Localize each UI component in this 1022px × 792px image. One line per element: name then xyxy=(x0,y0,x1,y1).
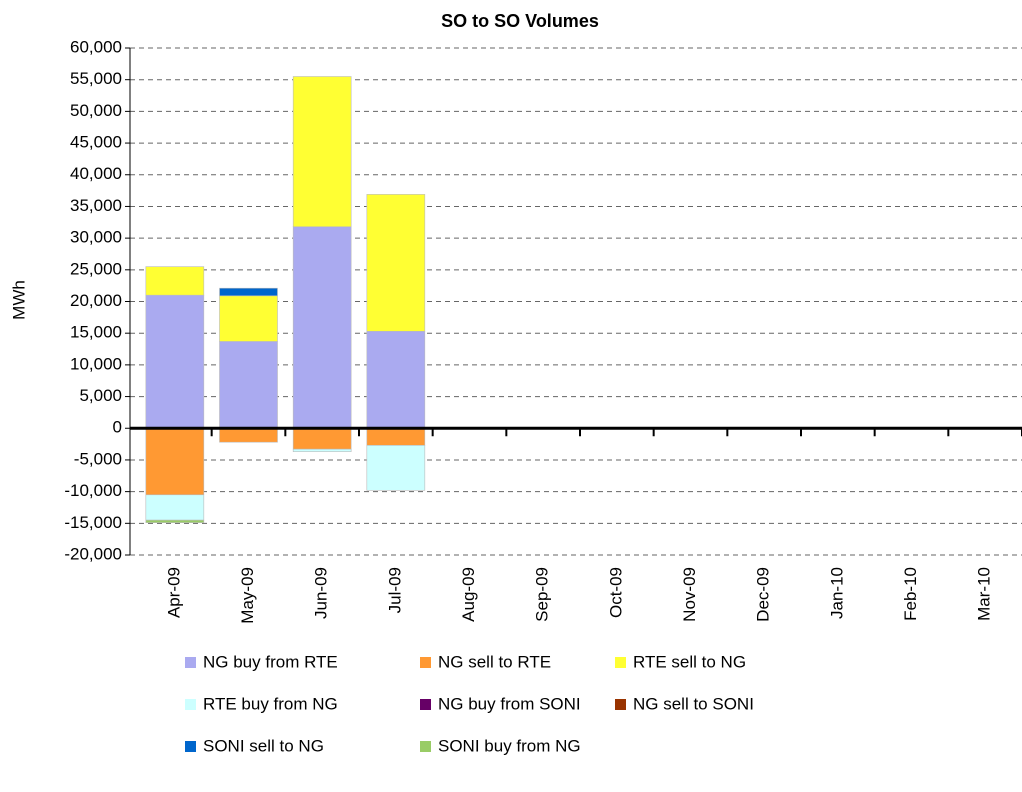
x-tick-label: Jan-10 xyxy=(827,567,846,619)
legend-swatch xyxy=(185,699,196,710)
bar-segment xyxy=(145,494,205,521)
bar-segment xyxy=(366,427,426,446)
y-tick-label: 45,000 xyxy=(70,133,122,152)
y-tick-label: 15,000 xyxy=(70,323,122,342)
bar-segment xyxy=(219,341,278,429)
chart-title: SO to SO Volumes xyxy=(441,11,599,31)
bar-segment xyxy=(145,294,205,429)
y-tick-label: -15,000 xyxy=(64,513,122,532)
x-tick-label: Sep-09 xyxy=(533,567,552,622)
y-tick-label: 10,000 xyxy=(70,354,122,373)
legend-swatch xyxy=(185,657,196,668)
bar-segment xyxy=(292,427,352,450)
y-tick-label: 35,000 xyxy=(70,196,122,215)
legend-label: NG sell to SONI xyxy=(633,694,754,713)
y-tick-label: 50,000 xyxy=(70,101,122,120)
y-tick-label: 20,000 xyxy=(70,291,122,310)
x-tick-label: Oct-09 xyxy=(606,567,625,618)
bar-segment xyxy=(145,519,205,523)
legend-swatch xyxy=(420,657,431,668)
x-tick-label: Aug-09 xyxy=(459,567,478,622)
x-tick-label: Jul-09 xyxy=(385,567,404,613)
legend-label: SONI buy from NG xyxy=(438,736,581,755)
y-tick-label: -5,000 xyxy=(74,449,122,468)
y-tick-label: 55,000 xyxy=(70,69,122,88)
bar-segment xyxy=(292,76,352,228)
legend-swatch xyxy=(185,741,196,752)
y-tick-label: 60,000 xyxy=(70,37,122,56)
legend-label: NG buy from SONI xyxy=(438,694,581,713)
bar-segment xyxy=(366,445,426,491)
y-tick-label: 5,000 xyxy=(79,386,122,405)
x-tick-label: Nov-09 xyxy=(680,567,699,622)
x-tick-label: Apr-09 xyxy=(164,567,183,618)
bar-segment xyxy=(219,287,278,297)
x-tick-label: May-09 xyxy=(238,567,257,624)
y-tick-label: 25,000 xyxy=(70,259,122,278)
x-tick-label: Jun-09 xyxy=(312,567,331,619)
y-tick-label: -10,000 xyxy=(64,481,122,500)
bar-segment xyxy=(292,448,352,452)
bar-segment xyxy=(219,295,278,342)
bar-segment xyxy=(366,330,426,429)
y-tick-label: 40,000 xyxy=(70,164,122,183)
y-tick-label: 0 xyxy=(113,418,122,437)
bar-segment xyxy=(219,427,278,443)
legend-swatch xyxy=(615,657,626,668)
x-tick-label: Feb-10 xyxy=(901,567,920,621)
legend-label: NG buy from RTE xyxy=(203,652,338,671)
legend-swatch xyxy=(615,699,626,710)
legend-swatch xyxy=(420,699,431,710)
bar-segment xyxy=(145,266,205,296)
x-tick-label: Dec-09 xyxy=(754,567,773,622)
bar-segment xyxy=(366,194,426,332)
bar-segment xyxy=(145,427,205,496)
y-tick-label: 30,000 xyxy=(70,228,122,247)
bar-segment xyxy=(292,226,352,429)
legend-swatch xyxy=(420,741,431,752)
x-tick-label: Mar-10 xyxy=(975,567,994,621)
y-axis-label: MWh xyxy=(9,280,28,320)
legend-label: RTE buy from NG xyxy=(203,694,338,713)
legend-label: SONI sell to NG xyxy=(203,736,324,755)
y-tick-label: -20,000 xyxy=(64,544,122,563)
legend-label: NG sell to RTE xyxy=(438,652,551,671)
legend-label: RTE sell to NG xyxy=(633,652,746,671)
